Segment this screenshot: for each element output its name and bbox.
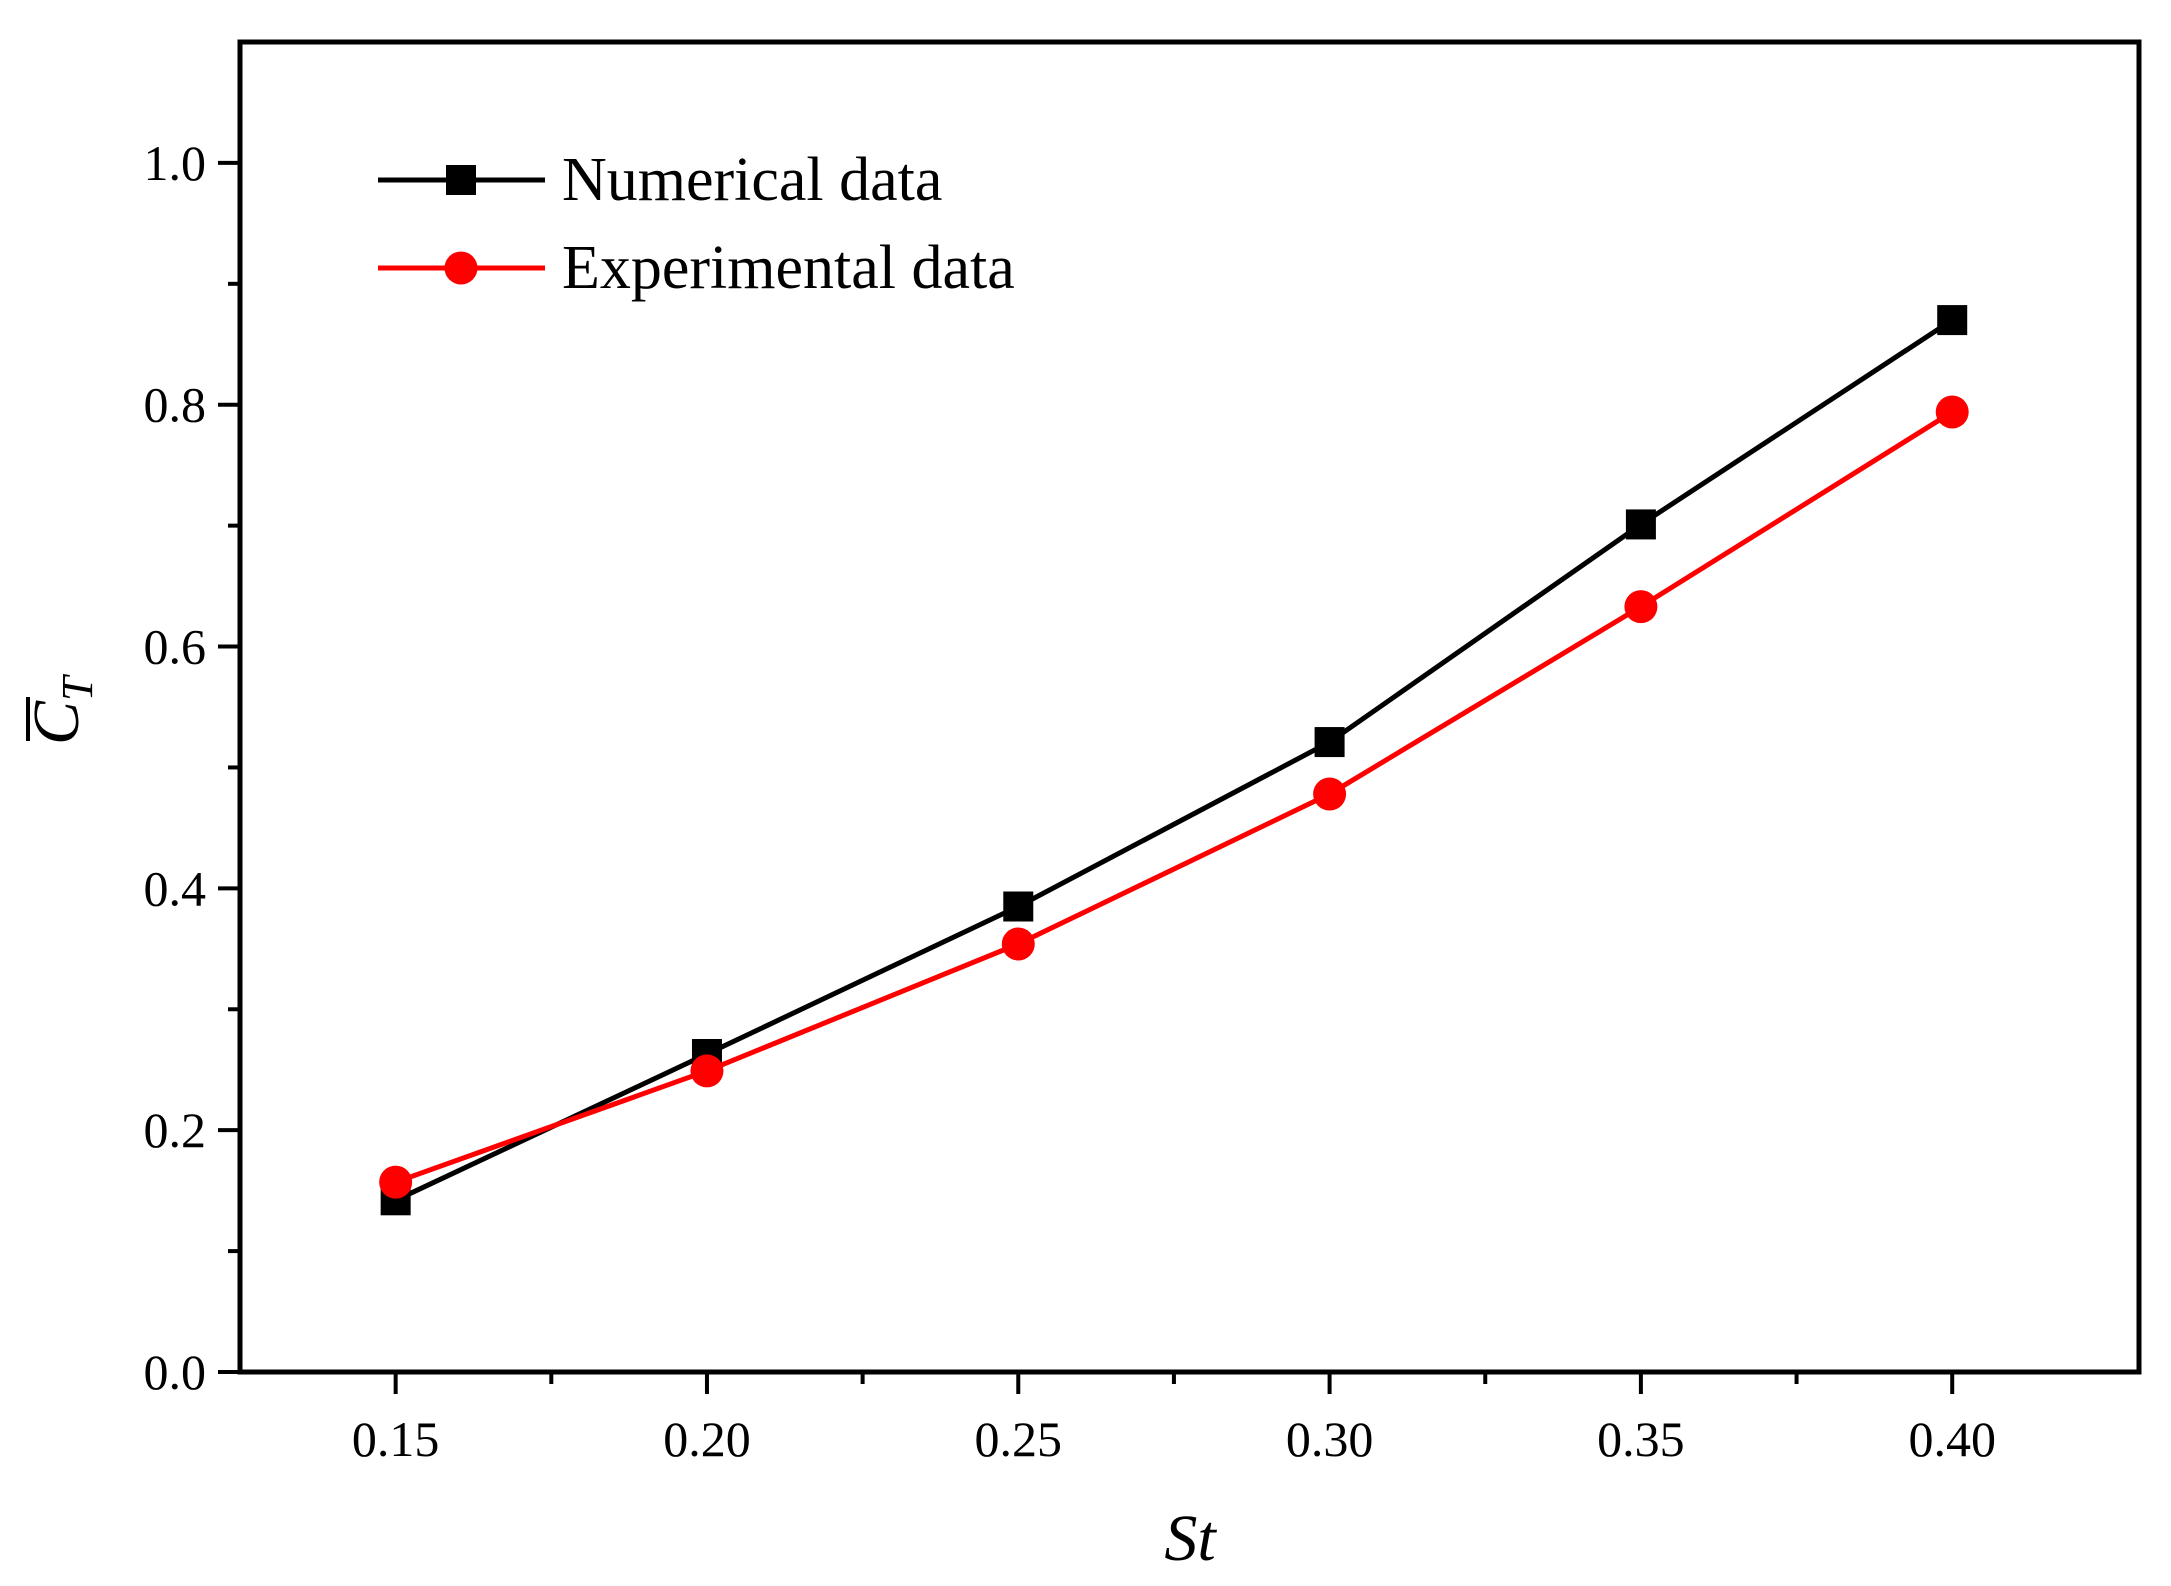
y-axis-title-symbol: C [20,700,93,745]
y-tick-label: 0.2 [144,1102,207,1158]
data-point-square [446,165,476,195]
legend-label: Numerical data [562,146,942,214]
svg-text:CT: CT [20,673,102,745]
y-tick-label: 0.6 [144,619,207,675]
x-tick-label: 0.35 [1597,1411,1685,1467]
data-point-circle [1624,590,1658,624]
series-layer [379,305,1969,1216]
x-tick-label: 0.20 [663,1411,751,1467]
plot-frame [237,39,2142,1375]
legend-entry: Experimental data [378,234,1015,302]
data-point-circle [1935,395,1969,429]
y-tick-label: 0.8 [144,377,207,433]
y-axis-title-subscript: T [53,673,102,701]
data-point-square [1314,727,1345,758]
x-tick-label: 0.25 [975,1411,1063,1467]
data-point-circle [1001,927,1035,961]
legend: Numerical data Experimental data [378,146,1015,302]
legend-entry: Numerical data [378,146,942,214]
data-point-circle [444,251,478,285]
y-tick-label: 0.0 [144,1344,207,1400]
data-point-circle [379,1165,413,1199]
series-line [394,409,1954,1185]
data-point-square [1937,305,1968,336]
legend-label: Experimental data [562,234,1015,302]
data-point-square [1625,509,1656,540]
x-tick-label: 0.15 [352,1411,440,1467]
x-tick-label: 0.40 [1908,1411,1996,1467]
axis-ticks: 0.15 0.20 0.25 0.30 0.35 0.40 0.0 0.2 0.4 0.6 0.8 1… [144,135,1996,1467]
data-point-circle [690,1054,724,1088]
x-axis-title: St [1164,1502,1217,1575]
y-tick-label: 1.0 [144,135,207,191]
series-experimental-data [379,395,1969,1199]
y-axis-title: CT [20,673,102,745]
series-numerical-data [380,305,1968,1216]
data-point-circle [1313,777,1347,811]
data-point-square [1003,891,1034,922]
x-tick-label: 0.30 [1286,1411,1374,1467]
series-line [394,318,1954,1203]
y-tick-label: 0.4 [144,860,207,916]
